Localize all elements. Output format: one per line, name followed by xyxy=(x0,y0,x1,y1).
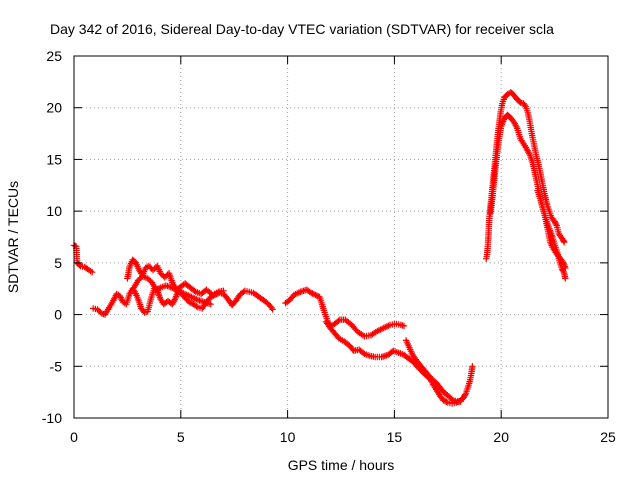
y-tick-label: -10 xyxy=(42,410,62,426)
y-tick-label: 0 xyxy=(54,307,62,323)
x-tick-label: 20 xyxy=(493,429,509,445)
y-tick-label: 15 xyxy=(46,151,62,167)
axis-ticks xyxy=(73,55,609,419)
y-tick-label: -5 xyxy=(50,358,63,374)
data-series-sdtvar xyxy=(70,89,569,407)
data-segment-0-5 xyxy=(322,318,408,361)
plot-frame xyxy=(73,55,609,419)
x-tick-label: 10 xyxy=(280,429,296,445)
tick-labels: 0 5 10 15 20 25 -10 -5 0 5 10 15 20 25 xyxy=(42,48,616,445)
data-segment-0-2 xyxy=(124,256,227,299)
x-tick-label: 0 xyxy=(70,429,78,445)
y-tick-label: 5 xyxy=(54,255,62,271)
y-tick-label: 20 xyxy=(46,100,62,116)
data-segment-0-3 xyxy=(130,273,214,308)
x-tick-label: 15 xyxy=(387,429,403,445)
x-tick-label: 25 xyxy=(600,429,616,445)
data-segment-0-7 xyxy=(402,337,464,405)
y-tick-label: 10 xyxy=(46,203,62,219)
y-axis-label: SDTVAR / TECUs xyxy=(5,181,21,293)
chart-title: Day 342 of 2016, Sidereal Day-to-day VTE… xyxy=(50,21,554,37)
data-segment-0-10 xyxy=(534,187,569,272)
x-tick-label: 5 xyxy=(177,429,185,445)
x-axis-label: GPS time / hours xyxy=(288,457,395,473)
y-tick-label: 25 xyxy=(46,48,62,64)
